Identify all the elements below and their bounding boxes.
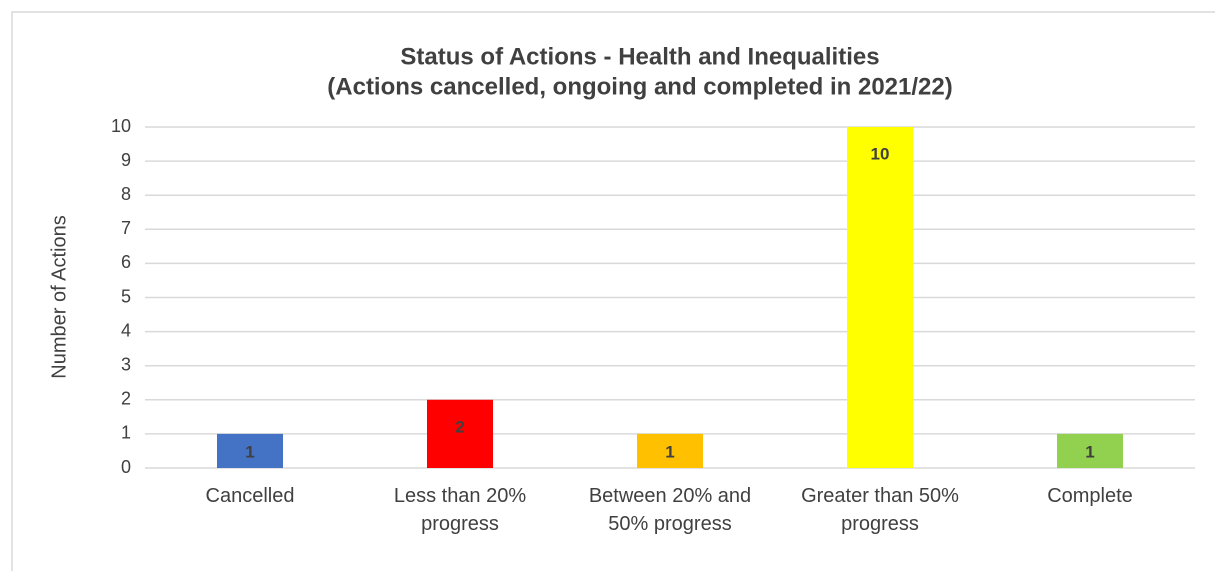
- chart-subtitle: (Actions cancelled, ongoing and complete…: [327, 73, 952, 100]
- x-tick-label: Less than 20% progress: [393, 485, 527, 535]
- bar: [427, 399, 493, 468]
- chart-title: Status of Actions - Health and Inequalit…: [400, 43, 879, 70]
- bar: [1057, 433, 1123, 468]
- x-tick-label: Between 20% and 50% progress: [588, 485, 752, 535]
- y-tick-label: 0: [121, 457, 131, 477]
- y-tick-label: 1: [121, 423, 131, 443]
- y-axis-label: Number of Actions: [48, 215, 70, 378]
- bar: [637, 433, 703, 468]
- x-tick-label: Complete: [1047, 485, 1133, 507]
- y-tick-label: 4: [121, 320, 131, 340]
- y-tick-label: 5: [121, 286, 131, 306]
- y-tick-label: 3: [121, 354, 131, 374]
- y-tick-label: 6: [121, 252, 131, 272]
- bar: [217, 433, 283, 468]
- data-label: 1: [1085, 442, 1094, 461]
- x-tick-label: Greater than 50% progress: [801, 485, 959, 535]
- bar: [847, 127, 913, 468]
- y-tick-label: 9: [121, 150, 131, 170]
- y-tick-label: 2: [121, 389, 131, 409]
- y-tick-label: 10: [111, 116, 131, 136]
- chart-frame: [11, 11, 1215, 571]
- x-tick-label: Cancelled: [205, 485, 295, 507]
- data-label: 2: [455, 417, 464, 436]
- data-label: 10: [871, 144, 890, 163]
- y-tick-label: 7: [121, 218, 131, 238]
- y-tick-label: 8: [121, 184, 131, 204]
- data-label: 1: [665, 442, 674, 461]
- data-label: 1: [245, 442, 254, 461]
